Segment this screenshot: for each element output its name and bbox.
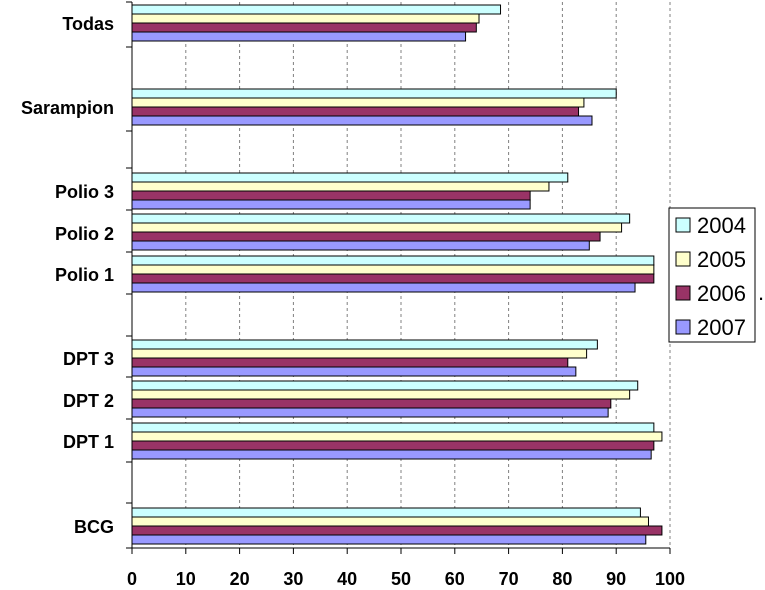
bar-polio-3-2006 [131, 190, 531, 201]
category-label-polio-2: Polio 2 [55, 224, 114, 244]
x-tick-label-100: 100 [655, 569, 685, 589]
legend-label-2004: 2004 [697, 213, 746, 238]
bar-dpt-2-2005 [131, 389, 631, 400]
bar-polio-1-2007 [131, 282, 636, 293]
bar-polio-2-2006 [131, 231, 601, 242]
bar-sarampion-2006 [131, 106, 580, 117]
legend-swatch-2007 [675, 319, 691, 335]
x-tick-label-70: 70 [499, 569, 519, 589]
bar-todas-2006 [131, 22, 477, 33]
bar-polio-2-2007 [131, 240, 590, 251]
x-tick-label-0: 0 [127, 569, 137, 589]
bar-polio-3-2005 [131, 181, 550, 192]
legend-swatch-2006 [675, 285, 691, 301]
bar-polio-2-2005 [131, 222, 623, 233]
bar-bcg-2005 [131, 516, 649, 527]
category-labels: Todas Sarampion Polio 3 Polio 2 Polio 1 DPT 3… [21, 14, 114, 537]
bar-polio-3-2004 [131, 172, 569, 183]
category-label-dpt-1: DPT 1 [63, 432, 114, 452]
x-tick-label-40: 40 [337, 569, 357, 589]
legend-label-2006: 2006 [697, 281, 746, 306]
category-label-dpt-2: DPT 2 [63, 391, 114, 411]
bar-sarampion-2004 [131, 88, 617, 99]
bar-bcg-2004 [131, 507, 641, 518]
bar-dpt-2-2004 [131, 380, 639, 391]
x-tick-label-80: 80 [552, 569, 572, 589]
bar-bcg-2007 [131, 534, 647, 545]
bar-sarampion-2005 [131, 97, 585, 108]
category-label-bcg: BCG [74, 517, 114, 537]
category-label-polio-1: Polio 1 [55, 265, 114, 285]
legend-swatch-2004 [675, 217, 691, 233]
bar-polio-3-2007 [131, 199, 531, 210]
bar-polio-1-2006 [131, 273, 655, 284]
bar-todas-2005 [131, 13, 480, 24]
category-label-polio-3: Polio 3 [55, 182, 114, 202]
legend-label-2005: 2005 [697, 247, 746, 272]
legend: 2004 2005 2006 2007 [668, 207, 756, 343]
bar-polio-1-2005 [131, 264, 655, 275]
x-tick-label-90: 90 [606, 569, 626, 589]
axes [126, 1, 671, 554]
bar-dpt-1-2007 [131, 449, 652, 460]
bar-dpt-1-2006 [131, 440, 655, 451]
category-label-sarampion: Sarampion [21, 98, 114, 118]
bar-todas-2007 [131, 31, 467, 42]
category-label-todas: Todas [62, 14, 114, 34]
bar-polio-1-2004 [131, 255, 655, 266]
legend-label-2007: 2007 [697, 315, 746, 340]
bar-dpt-2-2006 [131, 398, 612, 409]
legend-swatch-2005 [675, 251, 691, 267]
x-tick-label-50: 50 [391, 569, 411, 589]
bar-dpt-2-2007 [131, 407, 609, 418]
bar-dpt-3-2004 [131, 339, 598, 350]
bar-bcg-2006 [131, 525, 663, 536]
bar-dpt-3-2005 [131, 348, 588, 359]
x-tick-label-20: 20 [230, 569, 250, 589]
bar-dpt-3-2007 [131, 366, 577, 377]
bar-sarampion-2007 [131, 115, 593, 126]
bars [131, 4, 663, 545]
x-tick-label-60: 60 [445, 569, 465, 589]
bar-dpt-1-2005 [131, 431, 663, 442]
x-tick-label-10: 10 [176, 569, 196, 589]
bar-dpt-1-2004 [131, 422, 655, 433]
bar-dpt-3-2006 [131, 357, 569, 368]
x-tick-label-30: 30 [283, 569, 303, 589]
x-tick-labels: 0 10 20 30 40 50 60 70 80 90 100 [127, 569, 685, 589]
bar-todas-2004 [131, 4, 502, 15]
bar-polio-2-2004 [131, 213, 631, 224]
category-label-dpt-3: DPT 3 [63, 349, 114, 369]
stray-mark: . [758, 280, 764, 305]
